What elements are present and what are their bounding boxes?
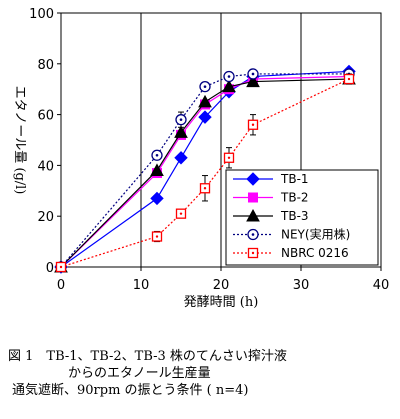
x-tick-label: 40	[373, 278, 390, 293]
legend-swatch-marker	[246, 172, 260, 186]
x-tick-label: 20	[213, 278, 230, 293]
series-5	[55, 73, 355, 273]
y-tick-label: 60	[37, 109, 54, 124]
data-point	[247, 119, 259, 130]
data-point	[175, 114, 187, 126]
y-tick-label: 80	[37, 58, 54, 73]
data-point	[174, 151, 188, 165]
data-point	[199, 183, 211, 194]
data-point	[174, 125, 188, 138]
legend-item: NEY(実用株)	[233, 227, 350, 242]
caption-line-3: 通気遮断、90rpm の振とう条件 ( n=4)	[12, 383, 249, 398]
axis-ticks: 0 10 20 30 40 0 20 40 60 80 100	[29, 7, 389, 293]
x-tick-label: 10	[133, 278, 150, 293]
data-point	[151, 231, 163, 242]
data-point	[150, 163, 164, 176]
data-point	[198, 110, 212, 124]
y-tick-label: 100	[29, 7, 54, 22]
legend-label: TB-1	[280, 172, 309, 186]
data-point	[198, 94, 212, 108]
legend-label: NBRC 0216	[281, 246, 349, 260]
data-point	[246, 74, 260, 88]
legend-item: TB-3	[233, 208, 309, 223]
legend-label: TB-3	[280, 209, 309, 223]
legend-item: TB-2	[233, 191, 309, 205]
legend-label: TB-2	[280, 191, 309, 205]
data-point	[199, 81, 211, 93]
data-point	[223, 152, 235, 163]
legend-swatch-marker	[247, 228, 259, 241]
data-point	[343, 73, 355, 85]
data-point	[222, 79, 236, 93]
legend: TB-1 TB-2 TB-3 NEY(実用株) NBRC 0216	[225, 169, 379, 266]
ethanol-production-chart: 0 10 20 30 40 0 20 40 60 80 100 発酵時間 (h) エタノール量 (g…	[12, 7, 389, 310]
x-tick-label: 30	[293, 278, 310, 293]
caption-line-2: からのエタノール生産量	[68, 366, 211, 381]
legend-swatch-marker	[246, 208, 260, 222]
legend-swatch-marker	[248, 192, 258, 203]
figure-caption: 図 1 TB-1、TB-2、TB-3 株のてんさい搾汁液 からのエタノール生産量…	[8, 348, 287, 399]
x-axis-label: 発酵時間 (h)	[184, 295, 259, 310]
y-tick-label: 0	[46, 261, 54, 276]
x-tick-label: 0	[57, 278, 65, 293]
series-layer	[54, 64, 356, 274]
y-tick-label: 20	[37, 210, 54, 225]
y-tick-label: 40	[37, 159, 54, 174]
data-point	[150, 191, 164, 206]
legend-swatch-marker	[247, 247, 259, 259]
caption-line-1: 図 1 TB-1、TB-2、TB-3 株のてんさい搾汁液	[8, 349, 287, 364]
legend-item: NBRC 0216	[233, 246, 349, 260]
data-point	[151, 149, 163, 161]
legend-label: NEY(実用株)	[281, 227, 350, 242]
data-point	[175, 208, 187, 219]
data-point	[55, 261, 67, 273]
y-axis-label: エタノール量 (g/l)	[12, 86, 27, 195]
data-point	[247, 68, 259, 80]
legend-item: TB-1	[233, 172, 309, 186]
data-point	[223, 70, 235, 83]
